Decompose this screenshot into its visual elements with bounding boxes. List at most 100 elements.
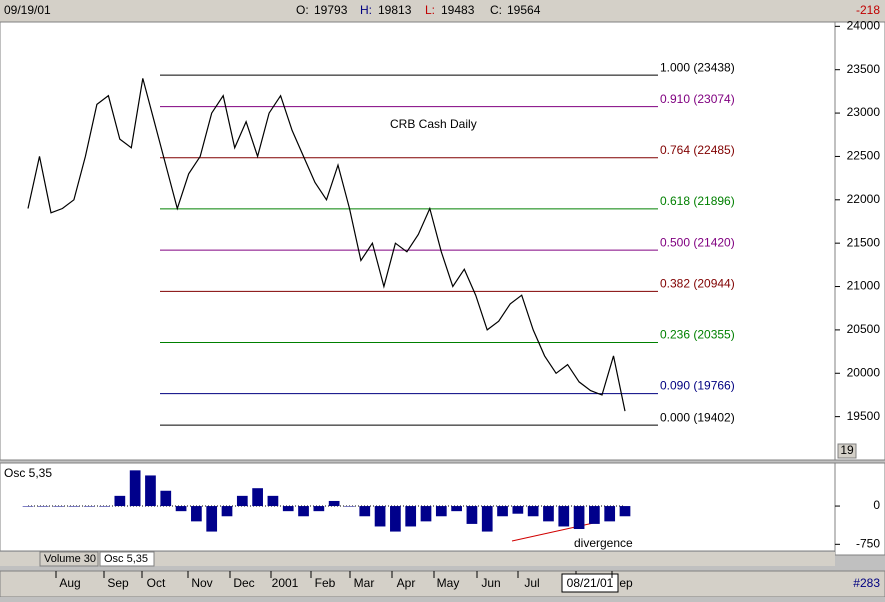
osc-bar: [99, 506, 110, 507]
fib-label: 0.500 (21420): [660, 235, 735, 249]
osc-bar: [37, 506, 49, 507]
y-tick-label: 23500: [847, 62, 881, 76]
osc-bar: [68, 506, 80, 507]
fib-label: 0.000 (19402): [660, 410, 735, 424]
y-tick-label: -750: [856, 536, 880, 550]
time-label: 2001: [272, 576, 299, 590]
osc-bar: [267, 495, 279, 507]
osc-bar: [589, 506, 600, 524]
osc-bar: [236, 495, 248, 507]
tab-label[interactable]: Volume 30: [44, 553, 96, 565]
chart-title: CRB Cash Daily: [390, 117, 477, 131]
osc-bar: [53, 506, 64, 507]
time-label: Apr: [397, 576, 416, 590]
osc-bar: [129, 470, 141, 507]
close: 19564: [507, 3, 541, 17]
time-label: Feb: [315, 576, 336, 590]
y-tick-label: 21000: [847, 279, 881, 293]
y-tick-label: 20500: [847, 322, 881, 336]
open: 19793: [314, 3, 348, 17]
tab[interactable]: [39, 551, 99, 567]
osc-bar: [374, 506, 386, 527]
time-label: May: [437, 576, 460, 590]
osc-bar: [191, 506, 202, 522]
osc-pane: [0, 462, 836, 552]
osc-bar: [497, 506, 508, 517]
y-tick-label: 24000: [847, 19, 881, 33]
osc-bar: [390, 506, 401, 532]
change: -218: [856, 3, 880, 17]
osc-annotation: divergence: [574, 536, 633, 550]
y-tick-label: 21500: [847, 235, 881, 249]
osc-bar: [619, 506, 631, 517]
osc-bar: [543, 506, 554, 522]
scale-box[interactable]: [837, 443, 857, 459]
osc-bar: [282, 506, 294, 512]
osc-bar: [206, 506, 218, 532]
y-tick-label: 20000: [847, 365, 881, 379]
osc-title: Osc 5,35: [4, 466, 52, 480]
date: 09/19/01: [4, 3, 51, 17]
time-label: Oct: [147, 576, 166, 590]
fib-label: 0.910 (23074): [660, 92, 735, 106]
osc-bar: [328, 500, 340, 507]
osc-bar: [604, 506, 616, 522]
time-label: 08/21/01: [567, 576, 614, 590]
time-label: Dec: [233, 576, 254, 590]
low: 19483: [441, 3, 475, 17]
fib-label: 0.618 (21896): [660, 194, 735, 208]
time-label: ep: [619, 576, 633, 590]
time-label: Mar: [354, 576, 375, 590]
osc-bar: [22, 506, 34, 507]
osc-bar: [481, 506, 493, 532]
low-label: L:: [425, 3, 435, 17]
time-label: Sep: [107, 576, 129, 590]
y-tick-label: 22000: [847, 192, 881, 206]
osc-bar: [298, 506, 309, 517]
status: #283: [853, 576, 880, 590]
y-tick-label: 19500: [847, 409, 881, 423]
fib-label: 0.090 (19766): [660, 379, 735, 393]
osc-bar: [313, 506, 325, 512]
osc-bar: [359, 506, 371, 517]
high-label: H:: [360, 3, 372, 17]
osc-bar: [451, 506, 462, 512]
osc-bar: [145, 475, 156, 507]
osc-bar: [252, 488, 263, 507]
time-bar: [0, 570, 885, 598]
tab-label[interactable]: Osc 5,35: [104, 553, 148, 565]
osc-bar: [175, 506, 187, 512]
time-label: Jul: [524, 576, 539, 590]
price-pane: [0, 21, 836, 461]
close-label: C:: [490, 3, 502, 17]
osc-bar: [435, 506, 447, 517]
cursor-date-box: [561, 573, 619, 593]
osc-bar: [344, 506, 355, 507]
osc-bar: [512, 506, 524, 514]
time-label: Nov: [191, 576, 212, 590]
osc-bar: [114, 495, 126, 507]
y-tick-label: 0: [873, 498, 880, 512]
osc-bar: [573, 506, 585, 530]
time-label: Aug: [59, 576, 80, 590]
fib-label: 0.236 (20355): [660, 328, 735, 342]
tab-bar: [0, 552, 835, 566]
osc-bar: [527, 506, 539, 517]
header-bar: [0, 0, 885, 22]
osc-axis: [834, 462, 885, 556]
tab[interactable]: [99, 551, 155, 567]
osc-bar: [420, 506, 432, 522]
osc-bar: [83, 506, 95, 507]
osc-bar: [221, 506, 233, 517]
osc-bar: [160, 490, 172, 507]
osc-bar: [558, 506, 570, 527]
fib-label: 0.382 (20944): [660, 277, 735, 291]
fib-label: 1.000 (23438): [660, 60, 735, 74]
osc-bar: [466, 506, 478, 524]
scale-box-label: 19: [840, 443, 854, 457]
price-axis: [834, 21, 885, 461]
open-label: O:: [296, 3, 309, 17]
y-tick-label: 22500: [847, 149, 881, 163]
y-tick-label: 23000: [847, 105, 881, 119]
